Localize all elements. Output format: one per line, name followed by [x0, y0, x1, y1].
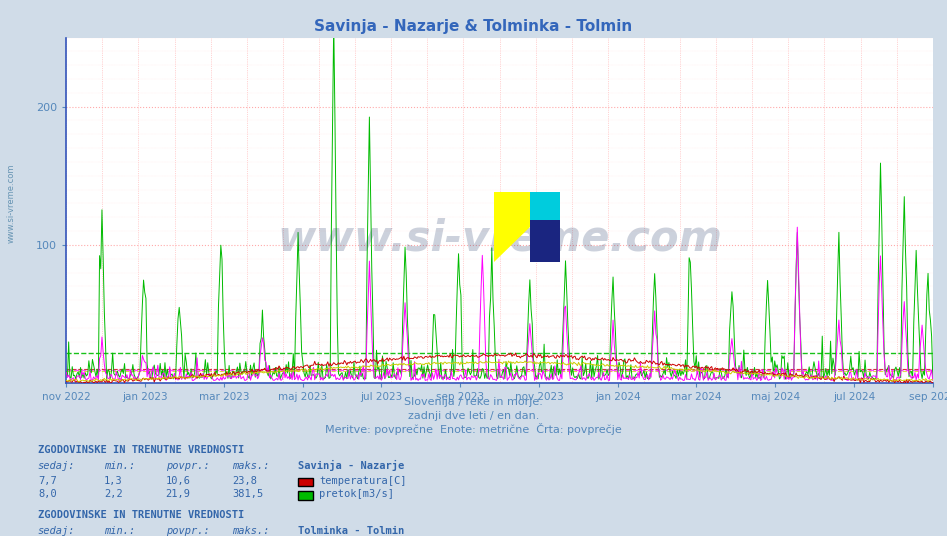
Text: 381,5: 381,5: [232, 489, 263, 500]
Polygon shape: [530, 220, 560, 262]
Text: min.:: min.:: [104, 526, 135, 536]
Text: sedaj:: sedaj:: [38, 526, 76, 536]
Text: 10,6: 10,6: [166, 476, 190, 486]
Text: Savinja - Nazarje & Tolminka - Tolmin: Savinja - Nazarje & Tolminka - Tolmin: [314, 19, 633, 34]
Text: www.si-vreme.com: www.si-vreme.com: [277, 217, 722, 259]
Text: ZGODOVINSKE IN TRENUTNE VREDNOSTI: ZGODOVINSKE IN TRENUTNE VREDNOSTI: [38, 445, 244, 455]
Text: 21,9: 21,9: [166, 489, 190, 500]
Text: 7,7: 7,7: [38, 476, 57, 486]
Text: 2,2: 2,2: [104, 489, 123, 500]
Text: Tolminka - Tolmin: Tolminka - Tolmin: [298, 526, 404, 536]
Text: ZGODOVINSKE IN TRENUTNE VREDNOSTI: ZGODOVINSKE IN TRENUTNE VREDNOSTI: [38, 510, 244, 520]
Text: povpr.:: povpr.:: [166, 526, 209, 536]
Text: zadnji dve leti / en dan.: zadnji dve leti / en dan.: [408, 411, 539, 421]
Text: Meritve: povprečne  Enote: metrične  Črta: povprečje: Meritve: povprečne Enote: metrične Črta:…: [325, 423, 622, 435]
Text: www.si-vreme.com: www.si-vreme.com: [7, 164, 16, 243]
Text: Slovenija / reke in morje.: Slovenija / reke in morje.: [404, 397, 543, 407]
Text: maks.:: maks.:: [232, 526, 270, 536]
Polygon shape: [494, 192, 530, 262]
Text: temperatura[C]: temperatura[C]: [319, 476, 406, 486]
Polygon shape: [530, 192, 560, 262]
Text: min.:: min.:: [104, 461, 135, 471]
Text: Savinja - Nazarje: Savinja - Nazarje: [298, 460, 404, 471]
Text: maks.:: maks.:: [232, 461, 270, 471]
Text: pretok[m3/s]: pretok[m3/s]: [319, 489, 394, 500]
Text: sedaj:: sedaj:: [38, 461, 76, 471]
Text: 1,3: 1,3: [104, 476, 123, 486]
Text: 8,0: 8,0: [38, 489, 57, 500]
Text: 23,8: 23,8: [232, 476, 257, 486]
Text: povpr.:: povpr.:: [166, 461, 209, 471]
